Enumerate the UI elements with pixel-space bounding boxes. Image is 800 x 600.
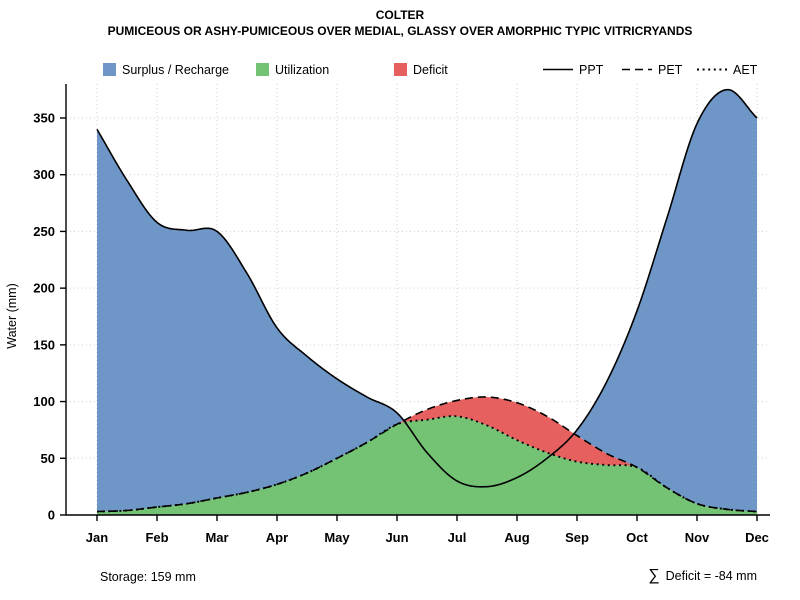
ppt-legend-label: PPT — [579, 63, 604, 77]
ppt-line — [96, 88, 758, 488]
x-tick-label: Nov — [685, 530, 710, 545]
surplus-area — [573, 89, 757, 512]
x-tick-label: Aug — [504, 530, 529, 545]
x-tick-label: Jan — [86, 530, 108, 545]
y-tick-label: 50 — [41, 451, 55, 466]
aet-line — [96, 415, 758, 513]
y-tick-label: 150 — [33, 337, 55, 352]
deficit-legend-label: Deficit — [413, 63, 448, 77]
chart-title: COLTER — [376, 8, 425, 22]
legend: Surplus / Recharge Utilization Deficit P… — [103, 63, 758, 77]
x-tick-label: Sep — [565, 530, 589, 545]
y-tick-label: 200 — [33, 281, 55, 296]
pet-legend-label: PET — [658, 63, 683, 77]
y-tick-label: 250 — [33, 224, 55, 239]
deficit-sum-text: Deficit = -84 mm — [666, 569, 757, 583]
utilization-area — [97, 416, 757, 515]
deficit-sum-annotation: ∑ Deficit = -84 mm — [648, 567, 757, 584]
x-tick-label: Dec — [745, 530, 769, 545]
chart-subtitle: PUMICEOUS OR ASHY-PUMICEOUS OVER MEDIAL,… — [108, 24, 693, 38]
plot-area: 0 50 100 150 200 250 300 350 Jan Feb Mar Apr May Jun J… — [33, 83, 770, 545]
sigma-icon: ∑ — [648, 567, 659, 584]
y-tick-label: 100 — [33, 394, 55, 409]
surplus-legend-label: Surplus / Recharge — [122, 63, 229, 77]
deficit-area — [397, 396, 637, 468]
surplus-swatch-icon — [103, 63, 116, 76]
y-tick-label: 0 — [48, 508, 55, 523]
x-tick-label: Mar — [205, 530, 228, 545]
x-tick-label: Oct — [626, 530, 648, 545]
surplus-area — [97, 129, 404, 512]
x-tick-label: Jun — [385, 530, 408, 545]
x-tick-label: Jul — [448, 530, 467, 545]
y-tick-label: 300 — [33, 167, 55, 182]
pet-line — [96, 396, 758, 513]
x-tick-label: May — [324, 530, 350, 545]
y-axis-label: Water (mm) — [5, 283, 19, 349]
x-tick-label: Feb — [145, 530, 168, 545]
x-tick-label: Apr — [266, 530, 288, 545]
storage-annotation: Storage: 159 mm — [100, 570, 196, 584]
y-tick-label: 350 — [33, 110, 55, 125]
utilization-legend-label: Utilization — [275, 63, 329, 77]
aet-legend-label: AET — [733, 63, 758, 77]
utilization-swatch-icon — [256, 63, 269, 76]
deficit-swatch-icon — [394, 63, 407, 76]
